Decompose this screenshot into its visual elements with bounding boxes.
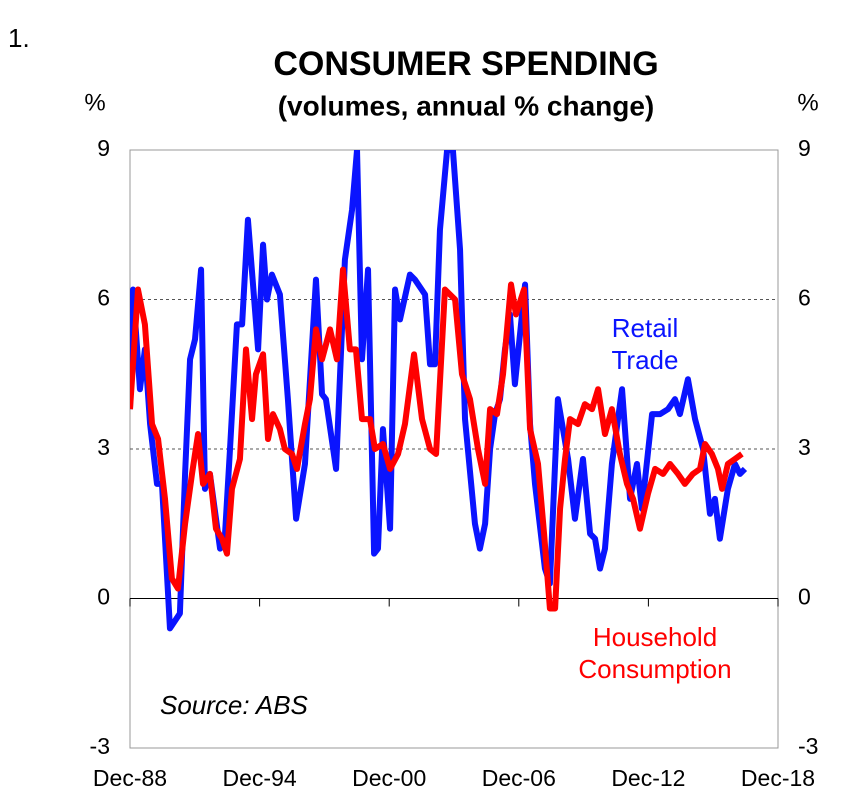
series-label: Retail Trade <box>611 313 679 375</box>
y2-tick-label: 9 <box>798 135 811 161</box>
y2-unit: % <box>797 89 818 116</box>
y-tick-label: 6 <box>97 285 110 311</box>
source-note: Source: ABS <box>160 690 309 720</box>
x-tick-label: Dec-06 <box>482 765 556 791</box>
plot-lines <box>130 150 748 632</box>
y2-tick-label: 6 <box>798 285 811 311</box>
x-tick-label: Dec-18 <box>741 765 815 791</box>
series-line <box>130 266 744 612</box>
chart-title: CONSUMER SPENDING <box>273 45 658 83</box>
y-tick-label: 0 <box>97 584 110 610</box>
figure-number: 1. <box>8 23 30 53</box>
x-tick-label: Dec-00 <box>352 765 426 791</box>
x-tick-label: Dec-12 <box>611 765 685 791</box>
y-tick-label: -3 <box>90 733 110 759</box>
x-tick-label: Dec-88 <box>93 765 167 791</box>
y-tick-label: 9 <box>97 135 110 161</box>
series-label: Household Consumption <box>578 622 732 684</box>
y2-tick-label: -3 <box>798 733 818 759</box>
chart-subtitle: (volumes, annual % change) <box>278 90 655 121</box>
y2-tick-label: 3 <box>798 434 811 460</box>
y2-tick-label: 0 <box>798 584 811 610</box>
y-unit: % <box>84 89 105 116</box>
x-tick-label: Dec-94 <box>223 765 297 791</box>
y-tick-label: 3 <box>97 434 110 460</box>
series-line <box>130 150 748 632</box>
